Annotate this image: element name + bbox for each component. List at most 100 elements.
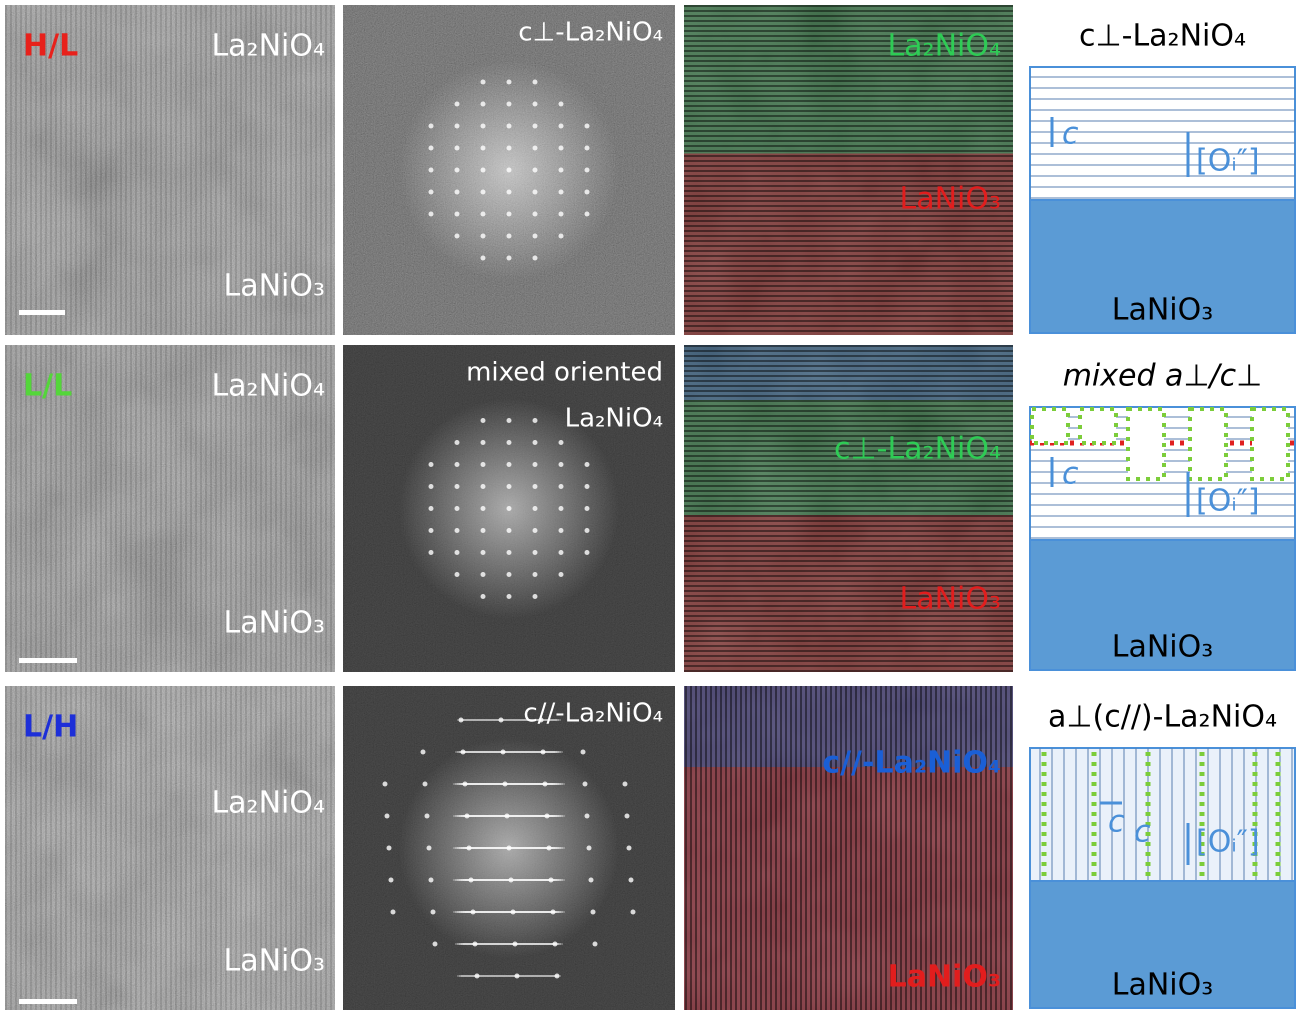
fft-spot	[480, 123, 486, 129]
fft-streak	[461, 783, 561, 785]
fft-spot	[558, 233, 564, 239]
fft-spot	[626, 845, 632, 851]
vertical-domain	[1126, 407, 1166, 481]
fft-spot	[584, 506, 590, 511]
fft-spot	[532, 189, 538, 195]
fft-spot	[540, 749, 546, 755]
row-tag: H/L	[23, 29, 78, 64]
fft-spot	[584, 484, 590, 489]
fft-spot	[584, 528, 590, 533]
fft-streak	[463, 815, 563, 817]
fft-spot	[480, 189, 486, 195]
map-fringes	[684, 345, 1013, 672]
fft-spot	[554, 973, 560, 979]
fft-streak	[461, 911, 561, 913]
fft-spot	[504, 813, 510, 819]
vertical-domain	[1250, 407, 1290, 481]
fft-streak	[453, 815, 553, 817]
fft-streak	[461, 719, 561, 721]
fft-spot	[558, 167, 564, 173]
fft-spot	[586, 845, 592, 851]
fft-spot	[470, 909, 476, 915]
fft-spot	[428, 462, 434, 467]
fft-spot	[454, 484, 460, 489]
c-label: c	[1062, 457, 1079, 492]
fft-spot	[584, 211, 590, 217]
fft-spot	[506, 484, 512, 489]
fft-streak	[465, 911, 565, 913]
fft-spot	[548, 877, 554, 883]
fft-streak	[457, 943, 557, 945]
fft-spot	[506, 101, 512, 107]
fft-spot	[558, 528, 564, 533]
fft-streak	[459, 975, 559, 977]
fft-spot	[506, 145, 512, 151]
fft-streak	[463, 847, 563, 849]
c-label-2: c	[1134, 815, 1151, 850]
fft-spot	[544, 813, 550, 819]
fft-spot	[480, 440, 486, 445]
fft-spot	[532, 440, 538, 445]
fft-streak	[459, 719, 559, 721]
fft-spot	[480, 167, 486, 173]
hrtem-fringes	[5, 345, 335, 672]
fft-spot	[558, 211, 564, 217]
fft-streak	[457, 751, 557, 753]
fft-streak	[457, 719, 557, 721]
fft-streak	[455, 911, 555, 913]
fft-spot	[386, 845, 392, 851]
fft-spot	[532, 101, 538, 107]
fft-spot	[428, 189, 434, 195]
fft-streak	[453, 911, 553, 913]
fft-spot	[584, 189, 590, 195]
fft-streak	[463, 751, 563, 753]
fft-spot	[580, 749, 586, 755]
fft-spot	[532, 167, 538, 173]
fft-streak	[457, 975, 557, 977]
fft-spot	[506, 189, 512, 195]
vertical-domain	[1078, 407, 1118, 445]
fft-spot	[454, 167, 460, 173]
fft-spot	[510, 909, 516, 915]
fft-spot	[558, 462, 564, 467]
fft-spot	[428, 484, 434, 489]
fft-spot	[382, 781, 388, 787]
fft-spot	[428, 550, 434, 555]
fft-streak	[453, 847, 553, 849]
fft-spot	[454, 528, 460, 533]
fft-streak	[459, 911, 559, 913]
fft-spot	[458, 717, 464, 723]
fft-spot	[584, 462, 590, 467]
substrate-label: LaNiO₃	[1112, 968, 1214, 1003]
fft-spot	[558, 189, 564, 195]
fft-spot	[480, 418, 486, 423]
c-label: c	[1108, 805, 1125, 840]
fft-spot	[532, 528, 538, 533]
fft-spot	[506, 528, 512, 533]
fft-spot	[558, 484, 564, 489]
fft-spot	[506, 550, 512, 555]
fft-label: c⊥-La₂NiO₄	[518, 18, 663, 48]
fft-spot	[464, 813, 470, 819]
fft-spot	[532, 572, 538, 577]
fft-spot	[480, 572, 486, 577]
fft-spot	[552, 941, 558, 947]
fft-spot	[514, 973, 520, 979]
fft-spot	[558, 101, 564, 107]
fft-spot	[506, 167, 512, 173]
substrate	[1029, 199, 1296, 334]
fft-streak	[465, 879, 565, 881]
fft-spot	[428, 528, 434, 533]
fft-spot	[480, 528, 486, 533]
map-top-label: La₂NiO₄	[887, 29, 1001, 64]
hrtem-top-label: La₂NiO₄	[211, 369, 325, 404]
fft-streak	[463, 943, 563, 945]
fft-streak	[459, 847, 559, 849]
fft-spot	[628, 877, 634, 883]
defect-label: [Oᵢ″]	[1196, 144, 1260, 179]
hrtem-bottom-label: LaNiO₃	[223, 269, 325, 304]
fft-spot	[420, 749, 426, 755]
fft-streak	[463, 879, 563, 881]
fft-spot	[474, 973, 480, 979]
fft-spot	[584, 813, 590, 819]
